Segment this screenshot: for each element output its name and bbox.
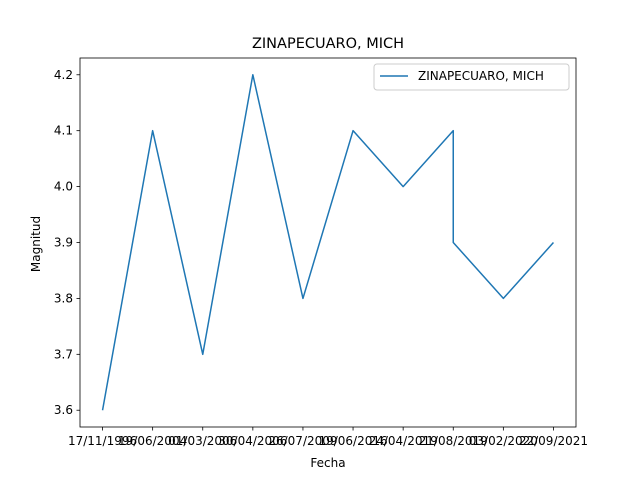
x-tick-label: 19/06/2004 — [118, 434, 187, 448]
y-tick-label: 3.8 — [54, 291, 73, 305]
series-line — [101, 74, 555, 411]
legend-label: ZINAPECUARO, MICH — [418, 69, 544, 83]
x-tick-label: 26/07/2009 — [268, 434, 337, 448]
y-axis: 3.6 3.7 3.8 3.9 4.0 4.1 4.2 — [54, 68, 80, 417]
legend-box — [373, 63, 570, 91]
y-tick-label: 4.1 — [54, 124, 73, 138]
x-axis: 17/11/199619/06/200401/03/200630/04/2006… — [68, 427, 588, 448]
x-tick-label: 19/06/2016 — [318, 434, 387, 448]
y-tick-label: 3.7 — [54, 347, 73, 361]
chart-title: ZINAPECUARO, MICH — [252, 36, 404, 52]
x-tick-label: 22/09/2021 — [519, 434, 588, 448]
y-tick-label: 3.9 — [54, 236, 73, 250]
x-tick-label: 03/02/2020 — [469, 434, 538, 448]
y-tick-label: 4.0 — [54, 180, 73, 194]
x-tick-label: 17/11/1996 — [68, 434, 137, 448]
x-tick-label: 30/04/2006 — [218, 434, 287, 448]
y-tick-label: 3.6 — [54, 403, 73, 417]
x-axis-label: Fecha — [310, 456, 345, 470]
y-axis-label: Magnitud — [29, 216, 43, 272]
y-tick-label: 4.2 — [54, 68, 73, 82]
x-tick-label: 21/08/2019 — [419, 434, 488, 448]
legend: ZINAPECUARO, MICH — [373, 63, 570, 91]
x-tick-label: 24/04/2019 — [369, 434, 438, 448]
x-tick-label: 01/03/2006 — [168, 434, 237, 448]
